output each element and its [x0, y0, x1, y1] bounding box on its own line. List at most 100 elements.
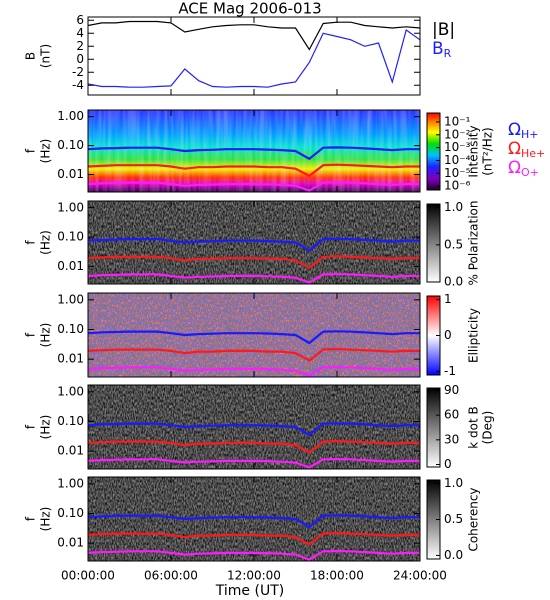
- spectrogram-texture: [88, 110, 420, 192]
- y-tick-label: 0.01: [57, 352, 84, 366]
- y-tick-label: 0.10: [57, 506, 84, 520]
- series-line: [88, 347, 420, 362]
- y-tick-label: 1.00: [57, 476, 84, 490]
- y-axis-label: f: [24, 240, 38, 245]
- y-tick-label: 6: [76, 13, 84, 27]
- colorbar-tick-label: 10⁻⁶: [444, 179, 471, 193]
- spectrogram-texture: [88, 293, 420, 377]
- colorbar: [426, 387, 441, 468]
- colorbar-tick-label: 0.5: [444, 512, 463, 526]
- series-line: [88, 422, 420, 437]
- series-line: [88, 146, 420, 161]
- colorbar: [426, 203, 441, 283]
- legend-entry: BR: [432, 39, 452, 60]
- y-axis-label: f: [24, 332, 38, 337]
- y-tick-label: 0.10: [57, 138, 84, 152]
- y-tick-label: -4: [72, 78, 84, 92]
- series-line: [88, 549, 420, 561]
- colorbar-label: (Deg): [481, 411, 495, 445]
- plot-area: [88, 385, 420, 469]
- y-tick-label: 0.01: [57, 444, 84, 458]
- series-line: [88, 237, 420, 252]
- y-axis-label: (Hz): [39, 139, 53, 164]
- series-line: [88, 273, 420, 284]
- colorbar-tick-label: 0.0: [444, 275, 463, 289]
- spectrogram-texture: [88, 201, 420, 284]
- series-line: [88, 255, 420, 270]
- series-line: [88, 20, 420, 51]
- y-axis-label: (Hz): [39, 323, 53, 348]
- plot-area: [88, 110, 420, 192]
- colorbar-tick-label: 10⁻²: [444, 127, 471, 141]
- series-line: [88, 29, 420, 88]
- series-line: [88, 181, 420, 192]
- y-tick-label: 0.01: [57, 536, 84, 550]
- colorbar-tick-label: 0: [444, 328, 452, 342]
- colorbar-tick-label: 10⁻⁵: [444, 166, 471, 180]
- legend-entry: ΩH+: [508, 120, 539, 141]
- y-tick-label: 1.00: [57, 292, 84, 306]
- series-line: [88, 365, 420, 377]
- y-tick-label: 1.00: [57, 384, 84, 398]
- colorbar-tick-label: 1.0: [444, 476, 463, 490]
- y-axis-label: (Hz): [39, 230, 53, 255]
- y-axis-label: (Hz): [39, 415, 53, 440]
- series-line: [88, 439, 420, 454]
- x-axis-label: Time (UT): [215, 583, 284, 599]
- spectrogram-texture: [88, 477, 420, 561]
- spectrogram-texture: [88, 385, 420, 469]
- x-tick-label: 00:00:00: [61, 569, 115, 583]
- y-tick-label: 0.01: [57, 259, 84, 273]
- colorbar-tick-label: 0.5: [444, 237, 463, 251]
- colorbar-tick-label: 10⁻¹: [444, 114, 471, 128]
- colorbar-label: % Polarization: [467, 201, 481, 286]
- colorbar-label: Intensity: [467, 125, 481, 177]
- y-tick-label: 0.10: [57, 230, 84, 244]
- legend-entry: ΩO+: [508, 158, 539, 179]
- colorbar-tick-label: 1.0: [444, 200, 463, 214]
- y-tick-label: -2: [72, 65, 84, 79]
- y-axis-label: B: [24, 52, 38, 60]
- y-tick-label: 0.10: [57, 322, 84, 336]
- y-tick-label: 1.00: [57, 109, 84, 123]
- y-tick-label: 0.01: [57, 167, 84, 181]
- plot-area: [88, 17, 420, 95]
- colorbar-label: (nT²/Hz): [481, 127, 495, 175]
- y-axis-label: f: [24, 424, 38, 429]
- colorbar-label: Ellipticity: [467, 308, 481, 363]
- x-tick-label: 06:00:00: [144, 569, 198, 583]
- plot-background: [88, 17, 420, 95]
- y-tick-label: 0: [76, 52, 84, 66]
- y-axis-label: (Hz): [39, 507, 53, 532]
- y-axis-label: (nT): [39, 44, 53, 68]
- colorbar-tick-label: 30: [444, 432, 459, 446]
- plot-area: [88, 293, 420, 377]
- y-axis-label: f: [24, 516, 38, 521]
- x-tick-label: 18:00:00: [310, 569, 364, 583]
- colorbar-tick-label: 0.0: [444, 548, 463, 562]
- y-tick-label: 2: [76, 39, 84, 53]
- colorbar-tick-label: 1: [444, 292, 452, 306]
- series-line: [88, 330, 420, 345]
- colorbar-tick-label: 10⁻³: [444, 140, 471, 154]
- y-axis-label: f: [24, 148, 38, 153]
- colorbar-tick-label: 60: [444, 408, 459, 422]
- legend-entry: ΩHe+: [508, 139, 545, 160]
- y-tick-label: 0.10: [57, 414, 84, 428]
- colorbar-tick-label: 0: [444, 457, 452, 471]
- series-line: [88, 457, 420, 469]
- plot-area: [88, 201, 420, 284]
- series-line: [88, 531, 420, 546]
- series-line: [88, 163, 420, 178]
- plot-area: [88, 477, 420, 561]
- colorbar-tick-label: -1: [444, 364, 456, 378]
- x-tick-label: 24:00:00: [393, 569, 447, 583]
- colorbar-tick-label: 90: [444, 383, 459, 397]
- colorbar-label: Coherency: [467, 487, 481, 551]
- x-tick-label: 12:00:00: [227, 569, 281, 583]
- y-tick-label: 1.00: [57, 200, 84, 214]
- y-tick-label: 4: [76, 26, 84, 40]
- colorbar-label: k dot B: [467, 406, 481, 448]
- colorbar: [426, 112, 441, 191]
